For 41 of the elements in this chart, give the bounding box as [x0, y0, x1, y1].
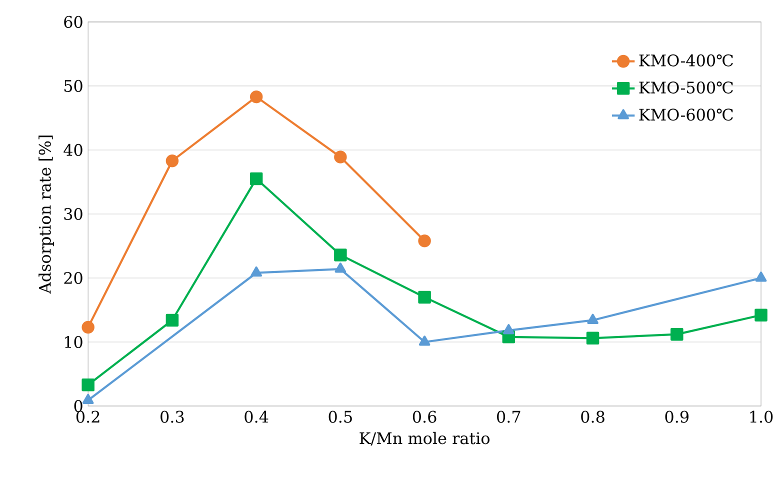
- y-tick-label: 60: [64, 16, 82, 28]
- point: [754, 308, 768, 322]
- point: [166, 154, 179, 168]
- point: [250, 266, 262, 277]
- point: [503, 324, 514, 334]
- point: [418, 234, 431, 248]
- point: [166, 314, 179, 327]
- x-axis-title: K/Mn mole ratio: [360, 432, 490, 446]
- y-tick-label: 20: [64, 272, 82, 284]
- x-tick-label: 0.7: [497, 410, 520, 423]
- point: [334, 248, 347, 262]
- x-tick-label: 0.3: [160, 410, 184, 423]
- y-tick-label: 30: [64, 208, 82, 220]
- x-tick-label: 0.6: [412, 410, 436, 423]
- point: [670, 328, 684, 341]
- y-tick-label: 40: [64, 144, 82, 156]
- y-tick-label: 50: [64, 80, 82, 92]
- point: [334, 262, 346, 273]
- y-axis-title: Adsorption rate [%]: [38, 136, 54, 294]
- point: [418, 336, 430, 346]
- y-tick-label: 0: [74, 400, 82, 412]
- point: [82, 320, 94, 334]
- x-tick-label: 0.5: [328, 410, 352, 423]
- point: [334, 150, 347, 164]
- point: [250, 90, 263, 104]
- point: [418, 290, 431, 304]
- x-tick-label: 0.2: [76, 410, 100, 423]
- point: [755, 272, 767, 282]
- y-tick-label: 10: [65, 336, 82, 348]
- x-tick-label: 0.8: [581, 410, 604, 423]
- point: [586, 332, 600, 345]
- point: [82, 378, 94, 392]
- point: [587, 314, 598, 324]
- legend-label: KMO-500℃: [639, 82, 733, 94]
- point: [250, 172, 263, 186]
- point: [82, 394, 94, 404]
- x-tick-label: 0.4: [244, 410, 268, 423]
- x-tick-label: 0.9: [665, 410, 688, 423]
- x-tick-label: 1.0: [750, 410, 773, 423]
- legend-label: KMO-400℃: [639, 54, 733, 66]
- legend-label: KMO-600℃: [639, 108, 733, 121]
